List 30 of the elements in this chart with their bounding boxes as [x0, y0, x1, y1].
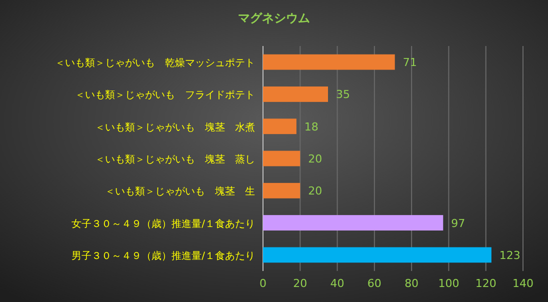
data-label: 71 — [402, 56, 417, 70]
data-label: 35 — [336, 88, 350, 102]
x-tick-label: 40 — [330, 277, 344, 290]
data-label: 20 — [308, 184, 322, 198]
y-tick-label: ＜いも類＞じゃがいも 塊茎 水煮 — [95, 121, 255, 134]
x-tick-label: 80 — [404, 277, 419, 290]
y-tick-label: ＜いも類＞じゃがいも 乾燥マッシュポテト — [55, 57, 255, 70]
bar — [263, 86, 328, 102]
x-tick-label: 20 — [293, 277, 308, 290]
bar — [263, 215, 444, 230]
data-label: 97 — [451, 216, 466, 230]
x-tick-label: 60 — [367, 277, 382, 290]
chart-title: マグネシウム — [238, 11, 310, 25]
bar — [263, 182, 300, 198]
x-tick-label: 100 — [438, 277, 460, 290]
y-tick-label: 女子３０～４９（歳）推進量/１食あたり — [72, 218, 255, 230]
y-tick-label: 男子３０～４９（歳）推進量/１食あたり — [72, 250, 255, 262]
x-tick-label: 0 — [260, 277, 266, 290]
bar — [263, 247, 492, 263]
y-tick-label: ＜いも類＞じゃがいも 塊茎 蒸し — [95, 154, 255, 166]
data-label: 20 — [308, 152, 322, 166]
bar — [263, 150, 300, 166]
data-label: 18 — [304, 120, 318, 134]
bar — [263, 54, 395, 70]
data-label: 123 — [499, 248, 520, 262]
x-tick-label: 140 — [512, 277, 534, 290]
bar — [263, 118, 296, 134]
x-tick-label: 120 — [475, 277, 496, 290]
y-tick-label: ＜いも類＞じゃがいも フライドポテト — [75, 89, 255, 102]
y-tick-label: ＜いも類＞じゃがいも 塊茎 生 — [105, 186, 255, 198]
